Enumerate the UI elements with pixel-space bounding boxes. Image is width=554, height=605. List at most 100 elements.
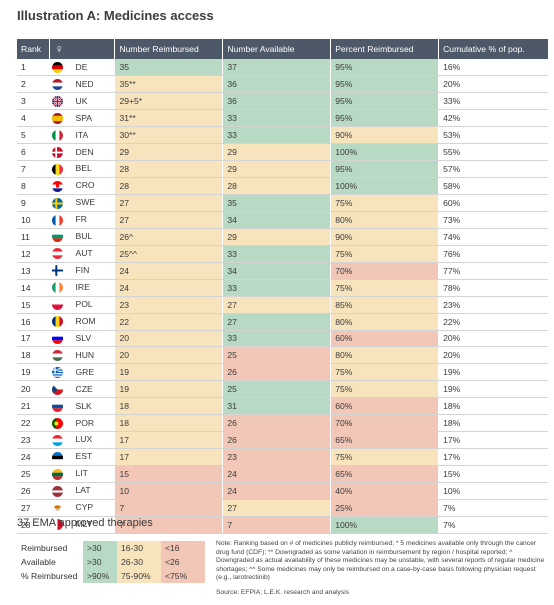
available-cell: 34 xyxy=(222,262,332,280)
table-row: 15 POL 23 27 85% 23% xyxy=(17,296,548,314)
country-code: SPA xyxy=(75,112,93,123)
table-row: 17 SLV 20 33 60% 20% xyxy=(17,330,548,348)
legend-green: >30 xyxy=(83,541,117,555)
percent-cell: 25% xyxy=(330,499,440,517)
pl-flag-icon xyxy=(52,299,64,311)
cumulative-cell: 19% xyxy=(438,380,548,399)
header-female-icon: ♀ xyxy=(49,39,116,59)
lt-flag-icon xyxy=(52,468,64,480)
at-flag-icon xyxy=(52,248,64,260)
country-code: FIN xyxy=(75,265,90,276)
country-cell: ROM xyxy=(49,313,116,331)
cumulative-cell: 20% xyxy=(438,330,548,348)
header-cumulative: Cumulative % of pop. xyxy=(438,39,548,59)
legend-yellow: 26-30 xyxy=(117,555,161,569)
reimbursed-cell: 20 xyxy=(114,346,224,365)
available-cell: 24 xyxy=(222,465,332,483)
reimbursed-cell: 27 xyxy=(114,194,224,212)
available-cell: 33 xyxy=(222,330,332,348)
rank-cell: 12 xyxy=(17,245,51,263)
cumulative-cell: 16% xyxy=(438,59,548,77)
table-row: 21 SLK 18 31 60% 18% xyxy=(17,397,548,416)
cumulative-cell: 57% xyxy=(438,160,548,179)
available-cell: 24 xyxy=(222,482,332,500)
percent-cell: 95% xyxy=(330,59,440,77)
table-row: 1 DE 35 37 95% 16% xyxy=(17,59,548,77)
cz-flag-icon xyxy=(52,383,64,395)
country-code: LIT xyxy=(75,468,88,479)
table-row: 9 SWE 27 35 75% 60% xyxy=(17,194,548,212)
percent-cell: 65% xyxy=(330,431,440,450)
percent-cell: 80% xyxy=(330,313,440,331)
country-cell: LAT xyxy=(49,482,116,500)
country-code: BEL xyxy=(75,163,92,174)
de-flag-icon xyxy=(52,61,64,73)
reimbursed-cell: 29 xyxy=(114,143,224,162)
country-cell: CRO xyxy=(49,177,116,195)
rank-cell: 21 xyxy=(17,397,51,416)
reimbursed-cell: 22 xyxy=(114,313,224,331)
rank-cell: 17 xyxy=(17,330,51,348)
available-cell: 27 xyxy=(222,313,332,331)
reimbursed-cell: 28 xyxy=(114,177,224,195)
available-cell: 34 xyxy=(222,211,332,229)
reimbursed-cell: 15 xyxy=(114,465,224,483)
percent-cell: 95% xyxy=(330,92,440,111)
percent-cell: 75% xyxy=(330,279,440,297)
cumulative-cell: 77% xyxy=(438,262,548,280)
available-cell: 37 xyxy=(222,59,332,77)
legend-row: Available >30 26-30 <26 xyxy=(17,555,205,569)
cumulative-cell: 76% xyxy=(438,245,548,263)
table-row: 14 IRE 24 33 75% 78% xyxy=(17,279,548,297)
percent-cell: 95% xyxy=(330,109,440,128)
se-flag-icon xyxy=(52,197,64,209)
reimbursed-cell: 19 xyxy=(114,363,224,382)
cumulative-cell: 74% xyxy=(438,228,548,246)
table-row: 7 BEL 28 29 95% 57% xyxy=(17,160,548,179)
reimbursed-cell: 18 xyxy=(114,414,224,433)
available-cell: 23 xyxy=(222,448,332,466)
cumulative-cell: 7% xyxy=(438,516,548,534)
sk-flag-icon xyxy=(52,400,64,412)
available-cell: 27 xyxy=(222,296,332,314)
es-flag-icon xyxy=(52,112,64,124)
fr-flag-icon xyxy=(52,214,64,226)
rank-cell: 20 xyxy=(17,380,51,399)
country-cell: ITA xyxy=(49,126,116,145)
reimbursed-cell: 31** xyxy=(114,109,224,128)
table-row: 5 ITA 30** 33 90% 53% xyxy=(17,126,548,145)
table-row: 12 AUT 25^^ 33 75% 76% xyxy=(17,245,548,263)
legend-red: <26 xyxy=(161,555,205,569)
si-flag-icon xyxy=(52,333,64,345)
table-row: 24 EST 17 23 75% 17% xyxy=(17,448,548,466)
pt-flag-icon xyxy=(52,417,64,429)
country-code: NED xyxy=(75,78,94,89)
percent-cell: 75% xyxy=(330,448,440,466)
mt-flag-icon xyxy=(52,519,64,531)
table-row: 27 CYP 7 27 25% 7% xyxy=(17,499,548,517)
reimbursed-cell: 26^ xyxy=(114,228,224,246)
color-legend: Reimbursed >30 16-30 <16 Available >30 26-30 <2… xyxy=(17,541,205,583)
country-code: SWE xyxy=(75,197,96,208)
reimbursed-cell: 30** xyxy=(114,126,224,145)
percent-cell: 95% xyxy=(330,75,440,94)
available-cell: 36 xyxy=(222,75,332,94)
percent-cell: 75% xyxy=(330,363,440,382)
header-rank: Rank xyxy=(17,39,51,59)
country-cell: IRE xyxy=(49,279,116,297)
cumulative-cell: 60% xyxy=(438,194,548,212)
cumulative-cell: 22% xyxy=(438,313,548,331)
ro-flag-icon xyxy=(52,316,64,328)
country-code: ROM xyxy=(75,315,96,326)
rank-cell: 2 xyxy=(17,75,51,94)
rank-cell: 23 xyxy=(17,431,51,450)
percent-cell: 85% xyxy=(330,296,440,314)
table-row: 20 CZE 19 25 75% 19% xyxy=(17,380,548,399)
country-code: FR xyxy=(75,214,87,225)
it-flag-icon xyxy=(52,129,64,141)
reimbursed-cell: 18 xyxy=(114,397,224,416)
legend-red: <16 xyxy=(161,541,205,555)
hr-flag-icon xyxy=(52,180,64,192)
rank-cell: 4 xyxy=(17,109,51,128)
legend-label: Reimbursed xyxy=(21,543,68,553)
